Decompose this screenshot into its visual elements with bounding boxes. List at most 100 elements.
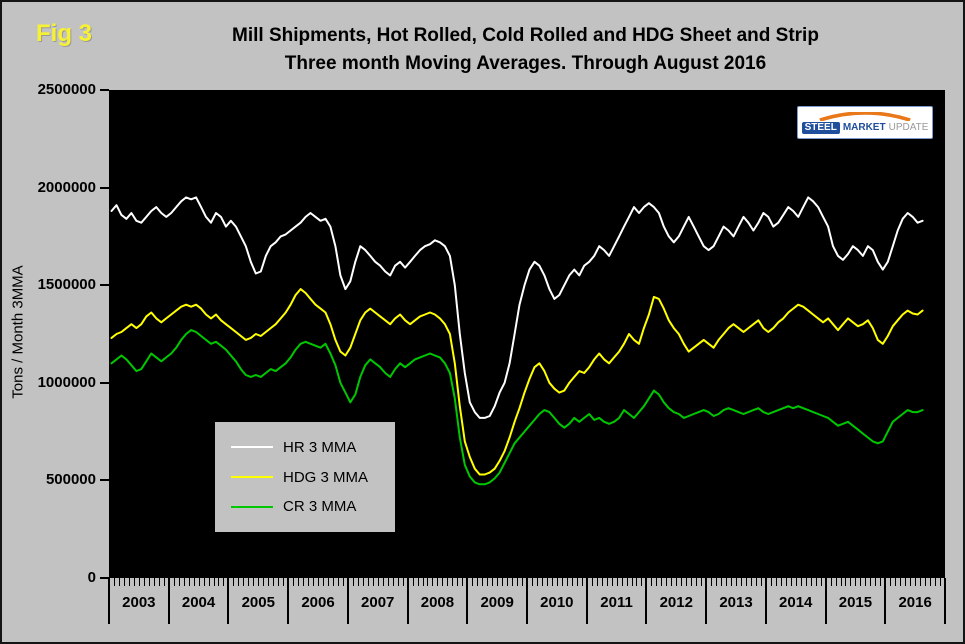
x-axis-month-tick [755,578,757,586]
x-axis-month-tick [785,578,787,586]
y-axis-tick [100,186,109,189]
x-axis-month-tick [691,578,693,586]
x-axis-year-label: 2010 [540,594,574,611]
x-axis-year-label: 2005 [241,594,275,611]
y-axis-tick-label: 1000000 [37,373,96,391]
logo-arc-icon [819,111,911,121]
x-axis-month-tick [681,578,683,586]
x-axis-month-tick [656,578,658,586]
x-axis-month-tick [517,578,519,586]
x-axis-month-tick [442,578,444,586]
chart-title-line1: Mill Shipments, Hot Rolled, Cold Rolled … [232,25,819,46]
x-axis-month-tick [835,578,837,586]
x-axis-year-tick [585,578,588,624]
x-axis-year-label: 2016 [898,594,932,611]
y-axis-tick [100,381,109,384]
x-axis-month-tick [507,578,509,586]
x-axis-year-label: 2006 [301,594,335,611]
x-axis-month-tick [860,578,862,586]
x-axis-month-tick [113,578,115,586]
x-axis-month-tick [238,578,240,586]
x-axis-month-tick [253,578,255,586]
x-axis-month-tick [462,578,464,586]
x-axis-month-tick [188,578,190,586]
x-axis-month-tick [397,578,399,586]
y-axis-tick-label: 2000000 [37,178,96,196]
x-axis-month-tick [417,578,419,586]
x-axis-month-tick [502,578,504,586]
x-axis-month-tick [736,578,737,586]
x-axis-month-tick [531,578,533,586]
x-axis-month-tick [556,578,558,586]
x-axis-month-tick [522,578,524,586]
x-axis-month-tick [492,578,494,586]
x-axis-month-tick [248,578,250,586]
x-axis-month-tick [780,578,782,586]
legend-item-hdg: HDG 3 MMA [231,469,395,486]
x-axis-month-tick [198,578,200,586]
x-axis-month-tick [178,578,180,586]
x-axis-month-tick [233,578,235,586]
chart-title: Mill Shipments, Hot Rolled, Cold Rolled … [102,22,949,77]
x-axis-month-tick [840,578,842,586]
x-axis-month-tick [452,578,454,586]
y-axis-tick [100,89,109,91]
x-axis-year-tick [346,578,349,624]
logo-word-steel: STEEL [801,121,840,134]
x-axis-month-tick [726,578,728,586]
x-axis-month-tick [935,578,937,586]
x-axis-year-tick [944,578,946,624]
x-axis-month-tick [711,578,713,586]
x-axis-month-tick [686,578,688,586]
legend: HR 3 MMA HDG 3 MMA CR 3 MMA [215,422,395,532]
x-axis-month-tick [790,578,792,586]
x-axis-month-tick [920,578,922,586]
x-axis-year-tick [406,578,409,624]
x-axis-year-label: 2003 [122,594,156,611]
x-axis-month-tick [402,578,404,586]
x-axis-month-tick [721,578,723,586]
plot-svg [110,196,924,486]
y-axis-title: Tons / Month 3MMA [9,265,27,399]
x-axis-month-tick [541,578,543,586]
x-axis-month-tick [875,578,877,586]
x-axis-month-tick [626,578,628,586]
x-axis-month-tick [551,578,553,586]
x-axis-month-tick [382,578,384,586]
x-axis-month-tick [138,578,140,586]
x-axis-month-tick [800,578,802,586]
x-axis-month-tick [611,578,613,586]
x-axis-month-tick [546,578,548,586]
x-axis-month-tick [477,578,479,586]
x-axis-month-tick [716,578,718,586]
x-axis-month-tick [940,578,942,586]
x-axis-month-tick [820,578,822,586]
x-axis-month-tick [223,578,225,586]
x-axis-month-tick [581,578,583,586]
x-axis-month-tick [367,578,369,586]
x-axis-month-tick [158,578,160,586]
x-axis-month-tick [148,578,150,586]
x-axis-month-tick [905,578,907,586]
x-axis-month-tick [850,578,852,586]
x-axis-month-tick [900,578,902,586]
x-axis-month-tick [128,578,130,586]
x-axis-month-tick [422,578,424,586]
y-axis-tick-label: 500000 [45,471,96,489]
x-axis-month-tick [133,578,135,586]
x-axis-year-label: 2014 [779,594,813,611]
y-axis-tick [100,479,109,482]
x-axis-month-tick [352,578,354,586]
logo-word-market: MARKET [842,121,886,133]
x-axis-month-tick [273,578,275,586]
x-axis-month-tick [621,578,623,586]
x-axis-year-tick [645,578,648,624]
x-axis-month-tick [641,578,643,586]
x-axis-month-tick [427,578,429,586]
x-axis-year-tick [526,578,528,624]
x-axis-month-tick [118,578,120,586]
x-axis-month-tick [775,578,777,586]
x-axis-month-tick [676,578,678,586]
legend-label-hdg: HDG 3 MMA [283,468,369,486]
